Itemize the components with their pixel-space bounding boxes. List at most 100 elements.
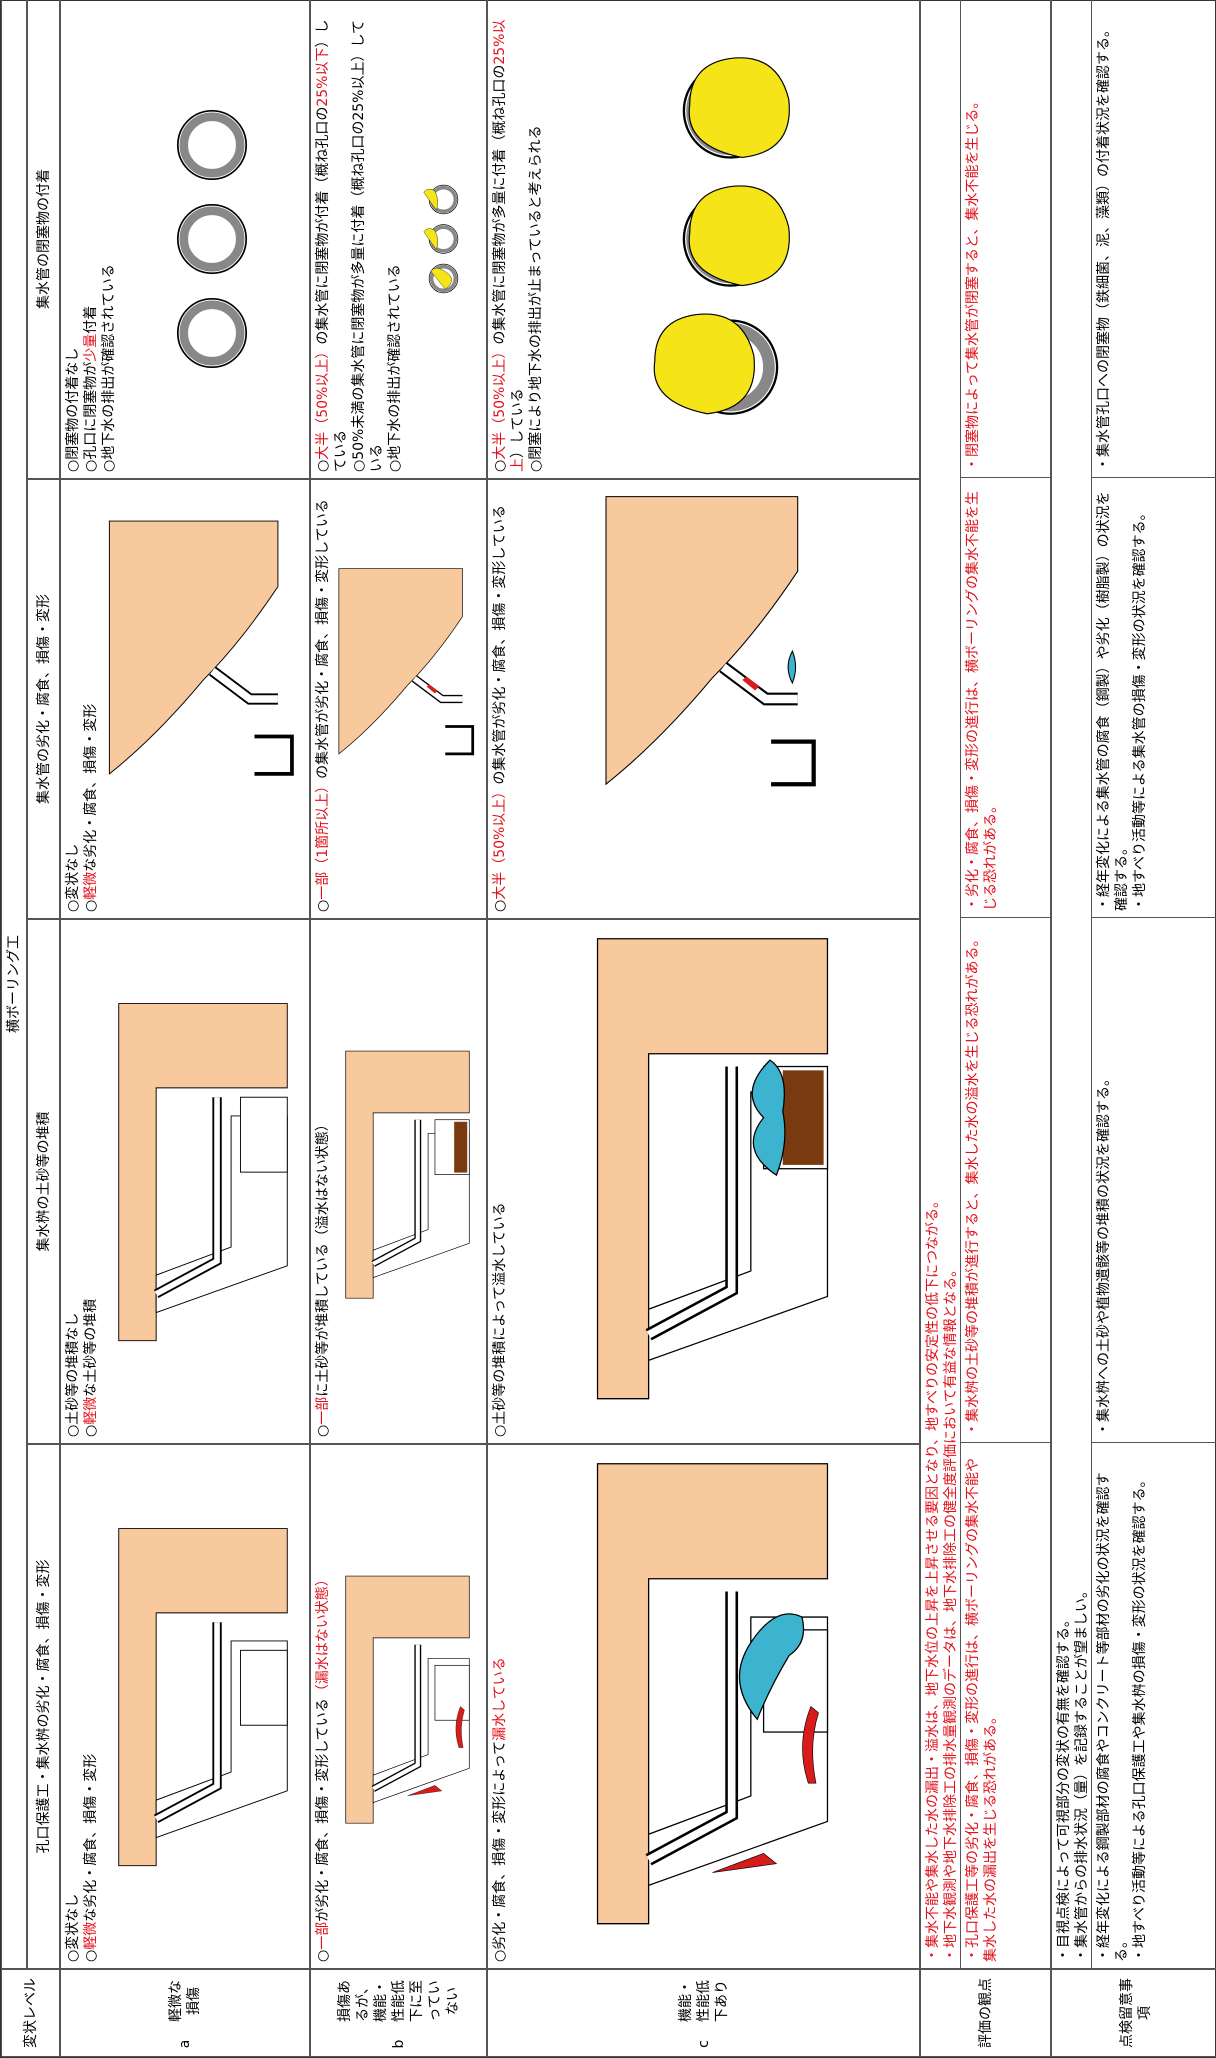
text-line: ○大半（50%以上）の集水管に閉塞物が付着（概ね孔口の25%以下）している — [314, 6, 350, 472]
text-run: ○50%未満の集水管に閉塞物が多量に付着（概ね孔口の25%以上）している — [351, 20, 385, 472]
text-run: 大半（50%以上） — [315, 345, 331, 460]
text-line: ・地すべり活動等による孔口保護工や集水桝の損傷・変形の状況を確認する。 — [1131, 1449, 1149, 1962]
text-run: ・閉塞物によって集水管が閉塞すると、集水不能を生じる。 — [965, 95, 981, 471]
text-run: 少量 — [83, 334, 99, 362]
inspection-column: ・集水桝への土砂や植物遺骸等の堆積の状況を確認する。 — [1091, 918, 1216, 1443]
text-run: の集水管に閉塞物が付着（概ね孔口の — [315, 107, 331, 345]
text-line: ○閉塞により地下水の排出が止まっていると考えられる — [527, 6, 545, 472]
text-line: ○土砂等の堆積によって溢水している — [491, 926, 509, 1437]
column-header: 集水桝の土砂等の堆積 — [27, 919, 60, 1444]
group-header: 横ボーリング工 — [1, 0, 27, 1969]
text-line: ・集水桝への土砂や植物遺骸等の堆積の状況を確認する。 — [1095, 924, 1113, 1436]
condition-cell: ○閉塞物の付着なし○孔口に閉塞物が少量付着○地下水の排出が確認されている — [60, 0, 310, 479]
condition-cell: ○劣化・腐食、損傷・変形によって漏水している — [487, 1444, 920, 1969]
level-letter: b — [390, 2032, 408, 2056]
header-text: 集水管の劣化・腐食、損傷・変形 — [35, 594, 53, 804]
text-line: ○軽微な土砂等の堆積 — [82, 926, 100, 1437]
text-run: ・集水桝への土砂や植物遺骸等の堆積の状況を確認する。 — [1096, 1072, 1112, 1436]
text-run: ・地下水観測や地下水排除工の排水量観測のデータは、地下水排除工の健全度評価におい… — [943, 1263, 959, 1962]
evaluation-columns: ・孔口保護工等の劣化・腐食、損傷・変形の進行は、横ボーリングの集水不能や集水した… — [960, 0, 1050, 1968]
text-line: ・閉塞物によって集水管が閉塞すると、集水不能を生じる。 — [964, 4, 982, 471]
illustration — [332, 486, 483, 912]
text-line: ・集水桝の土砂等の堆積が進行すると、集水した水の溢水を生じる恐れがある。 — [964, 924, 982, 1436]
inspection-body: ・目視点検によって可視部分の変状の有無を確認する。・集水管からの排水状況（量）を… — [1051, 0, 1216, 1969]
header-text: 集水桝の土砂等の堆積 — [35, 1112, 53, 1252]
evaluation-column: ・集水桝の土砂等の堆積が進行すると、集水した水の溢水を生じる恐れがある。 — [960, 918, 1050, 1443]
text-run: ○ — [315, 900, 331, 912]
text-run: な劣化・腐食、損傷・変形 — [83, 704, 99, 872]
illustration — [118, 6, 306, 472]
header-text: 変状レベル — [22, 1978, 40, 2048]
page: {"header":{"level_label":"変状レベル","group"… — [0, 0, 1216, 2058]
text-line: ・集水管孔口への閉塞物（鉄細菌、泥、藻類）の付着状況を確認する。 — [1095, 4, 1113, 471]
text-run: ○地下水の排出が確認されている — [101, 264, 117, 472]
text-run: 漏水している — [492, 1657, 508, 1741]
text-line: ・地下水観測や地下水排除工の排水量観測のデータは、地下水排除工の健全度評価におい… — [942, 6, 960, 1962]
text-run: 付着 — [83, 306, 99, 334]
text-run: な劣化・腐食、損傷・変形 — [83, 1754, 99, 1922]
text-run: ○ — [492, 900, 508, 912]
text-line: ○軽微な劣化・腐食、損傷・変形 — [82, 486, 100, 912]
condition-cell: ○変状なし○軽微な劣化・腐食、損傷・変形 — [60, 479, 310, 919]
evaluation-column: ・劣化・腐食、損傷・変形の進行は、横ボーリングの集水不能を生じる恐れがある。 — [960, 478, 1050, 918]
text-run: ・地すべり活動等による集水管の損傷・変形の状況を確認する。 — [1132, 506, 1148, 911]
level-description: 機能・性能低下あり — [677, 1970, 731, 2032]
text-line: ○劣化・腐食、損傷・変形によって漏水している — [491, 1451, 509, 1962]
level-description: 軽微な損傷 — [167, 1970, 203, 2032]
text-run: ・地すべり活動等による孔口保護工や集水桝の損傷・変形の状況を確認する。 — [1132, 1473, 1148, 1962]
inspection-table: 変状レベル 横ボーリング工孔口保護工・集水桝の劣化・腐食、損傷・変形 集水桝の土砂等… — [0, 0, 1216, 2058]
text-line: ・経年変化による鋼製部材の腐食やコンクリート等部材の劣化の状況を確認する。 — [1095, 1449, 1131, 1962]
condition-cell: ○大半（50%以上）の集水管が劣化・腐食、損傷・変形している — [487, 479, 920, 919]
text-run: ○劣化・腐食、損傷・変形によって — [492, 1741, 508, 1962]
row-label: 点検留意事項 — [1118, 1976, 1154, 2050]
header-text: 孔口保護工・集水桝の劣化・腐食、損傷・変形 — [35, 1560, 53, 1854]
text-run: ○土砂等の堆積によって溢水している — [492, 1202, 508, 1437]
text-line: ・経年変化による集水管の腐食（鋼製）や劣化（樹脂製）の状況を確認する。 — [1095, 484, 1131, 911]
text-run: ）している — [510, 388, 526, 458]
text-run: ○ — [83, 1950, 99, 1962]
text-run: ・集水桝の土砂等の堆積が進行すると、集水した水の溢水を生じる恐れがある。 — [965, 933, 981, 1436]
text-run: ○ — [315, 1425, 331, 1437]
column-header: 集水管の劣化・腐食、損傷・変形 — [27, 479, 60, 919]
text-line: ・目視点検によって可視部分の変状の有無を確認する。 — [1055, 6, 1073, 1962]
text-run: ・経年変化による集水管の腐食（鋼製）や劣化（樹脂製）の状況を確認する。 — [1096, 491, 1130, 911]
inspection-column: ・経年変化による集水管の腐食（鋼製）や劣化（樹脂製）の状況を確認する。・地すべり… — [1091, 478, 1216, 918]
text-line: ・集水管からの排水状況（量）を記録することが望ましい。 — [1073, 6, 1091, 1962]
text-run: ○変状なし — [65, 1894, 81, 1962]
text-line: ○一部（1箇所以上）の集水管が劣化・腐食、損傷・変形している — [314, 486, 332, 912]
text-run: ○ — [315, 460, 331, 472]
illustration — [509, 1451, 916, 1962]
text-run: 一部 — [315, 1922, 331, 1950]
condition-cell: ○一部が劣化・腐食、損傷・変形している（漏水はない状態） — [310, 1444, 487, 1969]
text-run: の集水管が劣化・腐食、損傷・変形している — [315, 499, 331, 779]
evaluation-column: ・孔口保護工等の劣化・腐食、損傷・変形の進行は、横ボーリングの集水不能や集水した… — [960, 1443, 1050, 1968]
text-line: ・孔口保護工等の劣化・腐食、損傷・変形の進行は、横ボーリングの集水不能や集水した… — [964, 1449, 1000, 1962]
condition-cell: ○一部（1箇所以上）の集水管が劣化・腐食、損傷・変形している — [310, 479, 487, 919]
level-header: 変状レベル — [1, 1969, 60, 2057]
illustration — [404, 6, 483, 472]
text-run: の集水管が劣化・腐食、損傷・変形している — [492, 505, 508, 785]
illustration — [545, 6, 916, 472]
text-run: ・経年変化による鋼製部材の腐食やコンクリート等部材の劣化の状況を確認する。 — [1096, 1472, 1130, 1962]
text-line: ○大半（50%以上）の集水管が劣化・腐食、損傷・変形している — [491, 486, 509, 912]
text-run: ○ — [83, 900, 99, 912]
condition-cell: ○変状なし○軽微な劣化・腐食、損傷・変形 — [60, 1444, 310, 1969]
text-line: ○閉塞物の付着なし — [64, 6, 82, 472]
text-run: 大半（50%以上） — [492, 345, 508, 460]
illustration — [100, 1451, 306, 1962]
text-run: の集水管に閉塞物が多量に付着（概ね孔口の — [492, 65, 508, 345]
text-run: ○孔口に閉塞物が — [83, 362, 99, 472]
condition-cell: ○土砂等の堆積なし○軽微な土砂等の堆積 — [60, 919, 310, 1444]
text-run: ○閉塞物の付着なし — [65, 348, 81, 472]
text-line: ○地下水の排出が確認されている — [100, 6, 118, 472]
text-run: ・集水不能や集水した水の漏出・溢水は、地下水位の上昇を上昇させる要因となり、地す… — [925, 1194, 941, 1962]
rotated-sheet: 変状レベル 横ボーリング工孔口保護工・集水桝の劣化・腐食、損傷・変形 集水桝の土砂等… — [0, 0, 1216, 2058]
text-line: ○軽微な劣化・腐食、損傷・変形 — [82, 1451, 100, 1962]
evaluation-column: ・閉塞物によって集水管が閉塞すると、集水不能を生じる。 — [960, 0, 1050, 478]
text-line: ・劣化・腐食、損傷・変形の進行は、横ボーリングの集水不能を生じる恐れがある。 — [964, 484, 1000, 911]
text-run: 25%以下 — [315, 48, 331, 107]
condition-cell: ○大半（50%以上）の集水管に閉塞物が付着（概ね孔口の25%以下）している○50… — [310, 0, 487, 479]
text-run: ○土砂等の堆積なし — [65, 1313, 81, 1437]
text-line: ・地すべり活動等による集水管の損傷・変形の状況を確認する。 — [1131, 484, 1149, 911]
